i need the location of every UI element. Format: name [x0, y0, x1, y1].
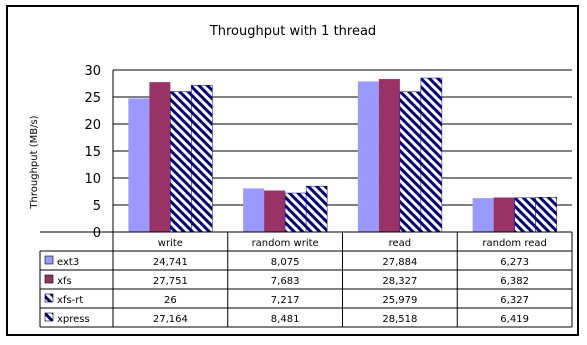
- data-label: 7,683: [271, 276, 300, 287]
- bar: [420, 77, 443, 233]
- legend-swatch: [44, 312, 54, 322]
- legend-swatch: [44, 293, 54, 303]
- data-label: 26: [164, 295, 177, 306]
- data-label: 27,751: [153, 276, 188, 287]
- x-category-label: random write: [252, 238, 319, 249]
- bar: [378, 79, 400, 232]
- data-label: 6,327: [500, 295, 529, 306]
- legend-entry: xfs: [57, 276, 72, 287]
- x-category-label: write: [158, 238, 183, 249]
- y-tick-label: 10: [84, 172, 101, 187]
- bar: [264, 190, 286, 232]
- bar: [305, 185, 328, 233]
- bar: [149, 82, 171, 233]
- bar: [514, 197, 536, 233]
- chart-frame: 0 5 10 15 20 25 30 write random write read random…: [6, 5, 579, 336]
- y-tick-label: 25: [84, 91, 101, 106]
- bar: [243, 188, 265, 232]
- data-label: 28,518: [382, 314, 417, 325]
- y-tick-label: 30: [84, 64, 101, 79]
- x-category-label: random read: [482, 238, 546, 249]
- legend-swatch: [44, 255, 54, 265]
- legend-swatch: [44, 274, 54, 284]
- bars-layer: [128, 77, 557, 233]
- data-label: 24,741: [153, 257, 188, 268]
- x-category-label: read: [389, 238, 412, 249]
- y-tick-label: 20: [84, 118, 101, 133]
- y-tick-label: 5: [93, 199, 101, 214]
- bar: [357, 81, 379, 233]
- y-axis-label: Throughput (MB/s): [29, 115, 40, 209]
- bar: [170, 91, 192, 233]
- data-label: 8,481: [271, 314, 300, 325]
- data-label: 6,273: [500, 257, 529, 268]
- data-label: 28,327: [382, 276, 417, 287]
- chart-title: Throughput with 1 thread: [209, 24, 376, 39]
- data-label: 27,884: [382, 257, 417, 268]
- y-tick-label: 15: [84, 145, 101, 160]
- legend-entry: ext3: [57, 257, 79, 268]
- y-tick-label: 0: [93, 226, 101, 241]
- data-table: write random write read random read ext3 24,7…: [39, 231, 573, 328]
- text-layer: Throughput with 1 thread Throughput (MB/…: [29, 24, 376, 210]
- data-label: 6,382: [500, 276, 529, 287]
- bar: [191, 85, 213, 233]
- bar: [128, 98, 150, 233]
- bar: [472, 198, 494, 232]
- bar: [284, 192, 307, 233]
- bar: [493, 197, 515, 232]
- bar: [399, 91, 422, 233]
- data-label: 6,419: [500, 314, 529, 325]
- bar: [535, 197, 557, 233]
- data-label: 8,075: [271, 257, 300, 268]
- data-label: 7,217: [271, 295, 300, 306]
- legend-entry: xpress: [57, 314, 90, 325]
- bar-chart: 0 5 10 15 20 25 30 write random write read random…: [29, 24, 573, 328]
- data-label: 25,979: [382, 295, 417, 306]
- legend-entry: xfs-rt: [57, 295, 83, 306]
- data-label: 27,164: [153, 314, 188, 325]
